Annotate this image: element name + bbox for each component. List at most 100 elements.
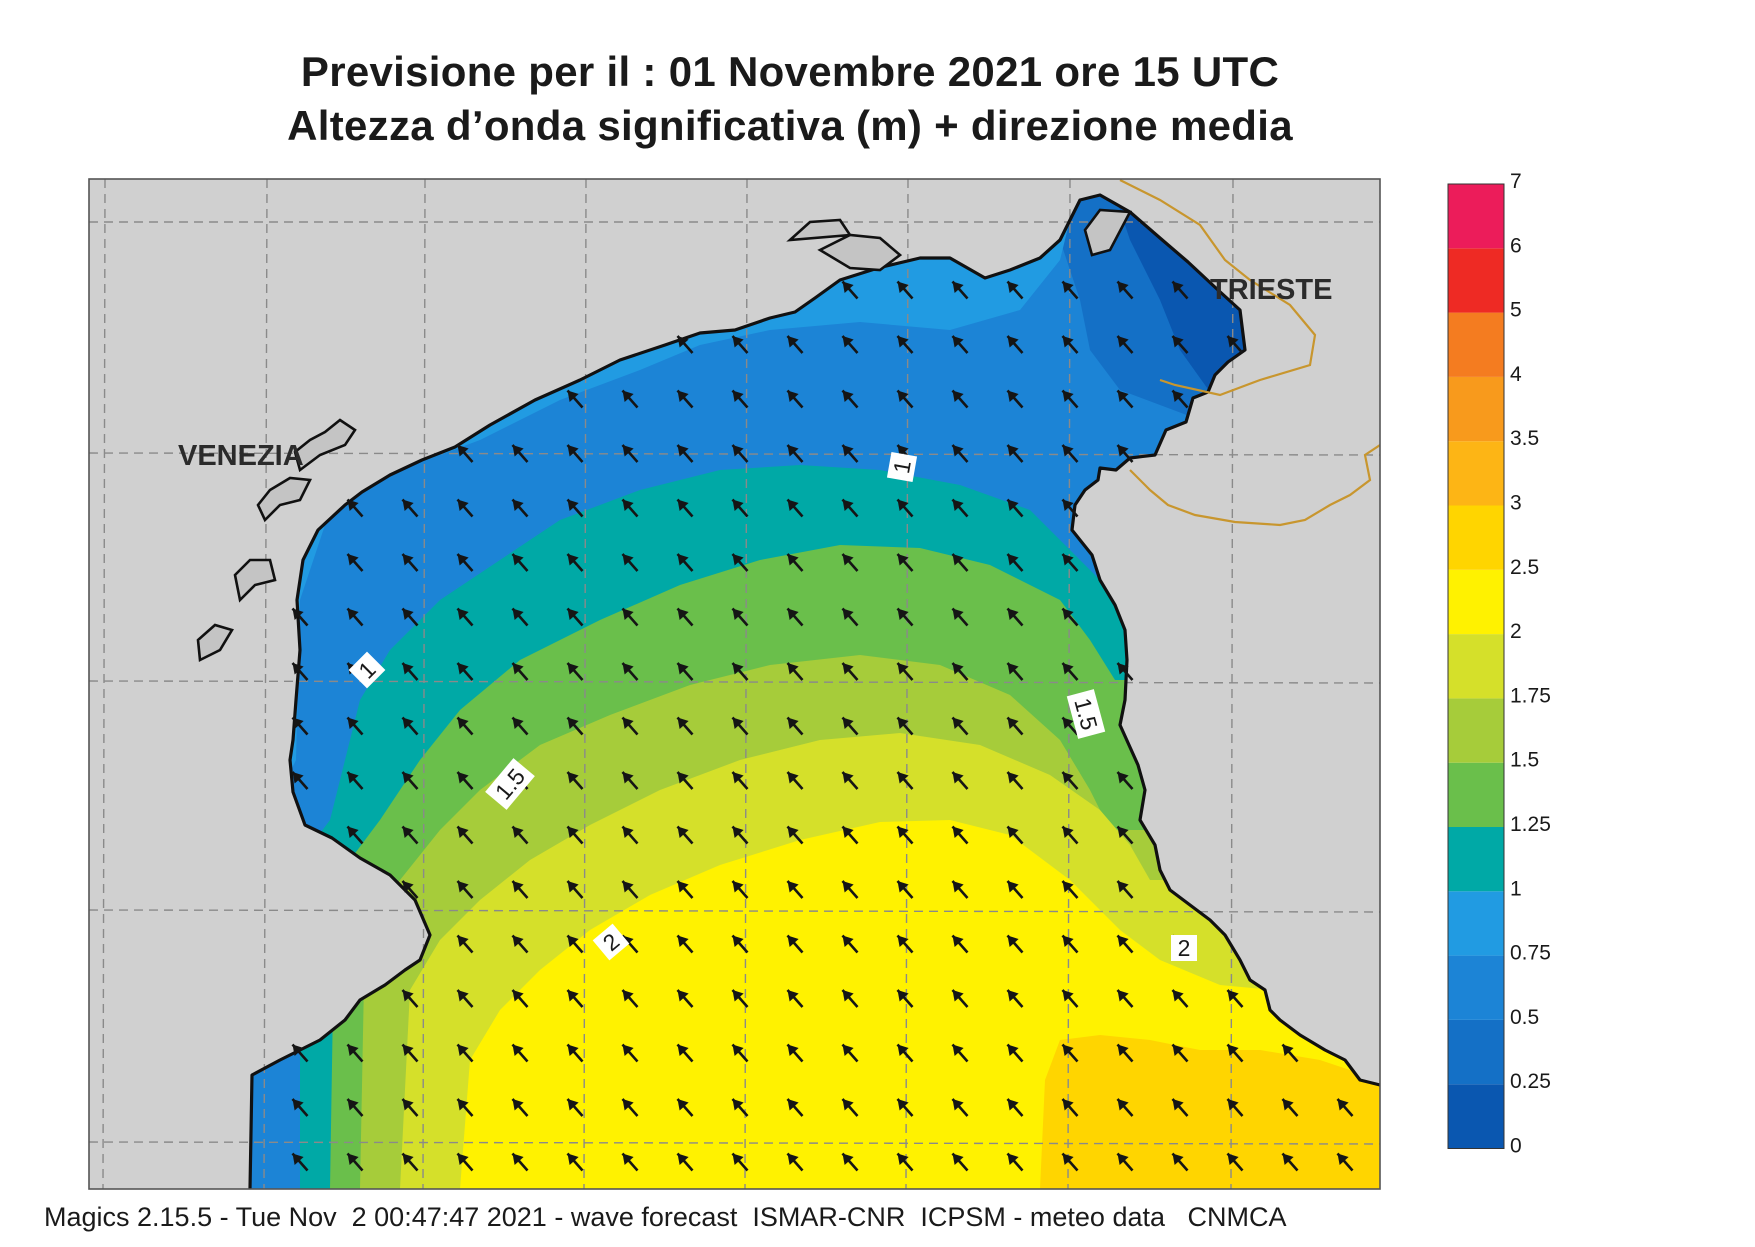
arrow-head xyxy=(567,990,579,1002)
arrow-head xyxy=(622,826,634,838)
graticule xyxy=(89,179,1380,1189)
arrow-head xyxy=(787,717,799,729)
legend-swatch xyxy=(1448,1019,1504,1085)
arrow-head xyxy=(732,336,744,348)
arrow-head xyxy=(1282,1153,1294,1165)
arrow-head xyxy=(457,608,469,620)
legend-label: 1 xyxy=(1510,877,1522,900)
arrow-head xyxy=(622,772,634,784)
arrow-head xyxy=(897,336,909,348)
arrow-head xyxy=(842,881,854,893)
arrow-head xyxy=(787,608,799,620)
arrow-head xyxy=(732,990,744,1002)
legend-swatch xyxy=(1448,184,1504,249)
arrow-head xyxy=(1227,1044,1239,1056)
arrow-head xyxy=(1227,336,1239,348)
arrow-head xyxy=(1007,336,1019,348)
arrow-head xyxy=(897,935,909,947)
legend-swatch xyxy=(1448,634,1504,699)
arrow-head xyxy=(787,663,799,675)
arrow-head xyxy=(732,663,744,675)
arrow-head xyxy=(732,1099,744,1111)
arrow-head xyxy=(292,717,304,729)
arrow-head xyxy=(1117,772,1129,784)
arrow-head xyxy=(677,1099,689,1111)
arrow-head xyxy=(897,1099,909,1111)
arrow-head xyxy=(952,499,964,511)
arrow-head xyxy=(1117,663,1129,675)
arrow-head xyxy=(677,1044,689,1056)
arrow-head xyxy=(897,608,909,620)
contour-label: 1 xyxy=(888,458,916,475)
arrow-head xyxy=(402,717,414,729)
legend-label: 3.5 xyxy=(1510,427,1539,450)
arrow-head xyxy=(787,1153,799,1165)
arrow-head xyxy=(457,445,469,457)
arrow-head xyxy=(1062,772,1074,784)
legend-swatch xyxy=(1448,312,1504,377)
arrow-head xyxy=(952,554,964,566)
contour-labels: 1 1 1.5 1.5 2 2 xyxy=(348,451,1197,961)
arrow-head xyxy=(292,1099,304,1111)
arrow-head xyxy=(1007,445,1019,457)
arrow-head xyxy=(732,390,744,402)
legend-swatch xyxy=(1448,569,1504,635)
arrow-head xyxy=(897,281,909,293)
arrow-head xyxy=(457,554,469,566)
arrow-head xyxy=(787,1044,799,1056)
arrow-head xyxy=(1117,336,1129,348)
arrow-head xyxy=(677,390,689,402)
arrow-head xyxy=(842,445,854,457)
arrow-head xyxy=(1282,1099,1294,1111)
arrow-head xyxy=(1007,772,1019,784)
arrow-head xyxy=(1062,499,1074,511)
arrow-head xyxy=(952,390,964,402)
arrow-head xyxy=(677,554,689,566)
arrow-head xyxy=(787,935,799,947)
arrow-head xyxy=(1117,390,1129,402)
legend-label: 3 xyxy=(1510,492,1522,515)
arrow-head xyxy=(457,772,469,784)
arrow-head xyxy=(512,826,524,838)
arrow-head xyxy=(402,772,414,784)
city-label-trieste: TRIESTE xyxy=(1210,274,1332,306)
arrow-head xyxy=(1062,1153,1074,1165)
arrow-head xyxy=(402,1153,414,1165)
arrow-head xyxy=(512,1099,524,1111)
arrow-head xyxy=(457,1099,469,1111)
arrow-head xyxy=(787,554,799,566)
arrow-head xyxy=(1172,1153,1184,1165)
arrow-head xyxy=(622,663,634,675)
arrow-head xyxy=(897,990,909,1002)
arrow-head xyxy=(1062,826,1074,838)
arrow-head xyxy=(622,1099,634,1111)
arrow-head xyxy=(732,445,744,457)
color-legend: 0 0.25 0.5 0.75 1 1.25 1.5 1.75 2 2.5 3 3.5 4 5 6 7 xyxy=(1447,170,1551,1158)
arrow-head xyxy=(1282,1044,1294,1056)
arrow-head xyxy=(512,499,524,511)
arrow-head xyxy=(567,935,579,947)
legend-label: 1.25 xyxy=(1510,813,1551,836)
arrow-head xyxy=(732,881,744,893)
arrow-head xyxy=(567,881,579,893)
arrow-head xyxy=(512,1153,524,1165)
arrow-head xyxy=(842,499,854,511)
arrow-head xyxy=(1227,1099,1239,1111)
arrow-head xyxy=(567,608,579,620)
arrow-head xyxy=(402,1044,414,1056)
arrow-head xyxy=(787,772,799,784)
arrow-head xyxy=(677,663,689,675)
arrow-head xyxy=(897,499,909,511)
arrow-head xyxy=(1007,608,1019,620)
arrow-head xyxy=(952,445,964,457)
arrow-head xyxy=(1227,1153,1239,1165)
arrow-head xyxy=(402,554,414,566)
arrow-head xyxy=(512,554,524,566)
arrow-head xyxy=(732,935,744,947)
arrow-head xyxy=(622,1153,634,1165)
arrow-head xyxy=(677,1153,689,1165)
arrow-head xyxy=(292,608,304,620)
arrow-head xyxy=(677,881,689,893)
arrow-head xyxy=(1007,935,1019,947)
